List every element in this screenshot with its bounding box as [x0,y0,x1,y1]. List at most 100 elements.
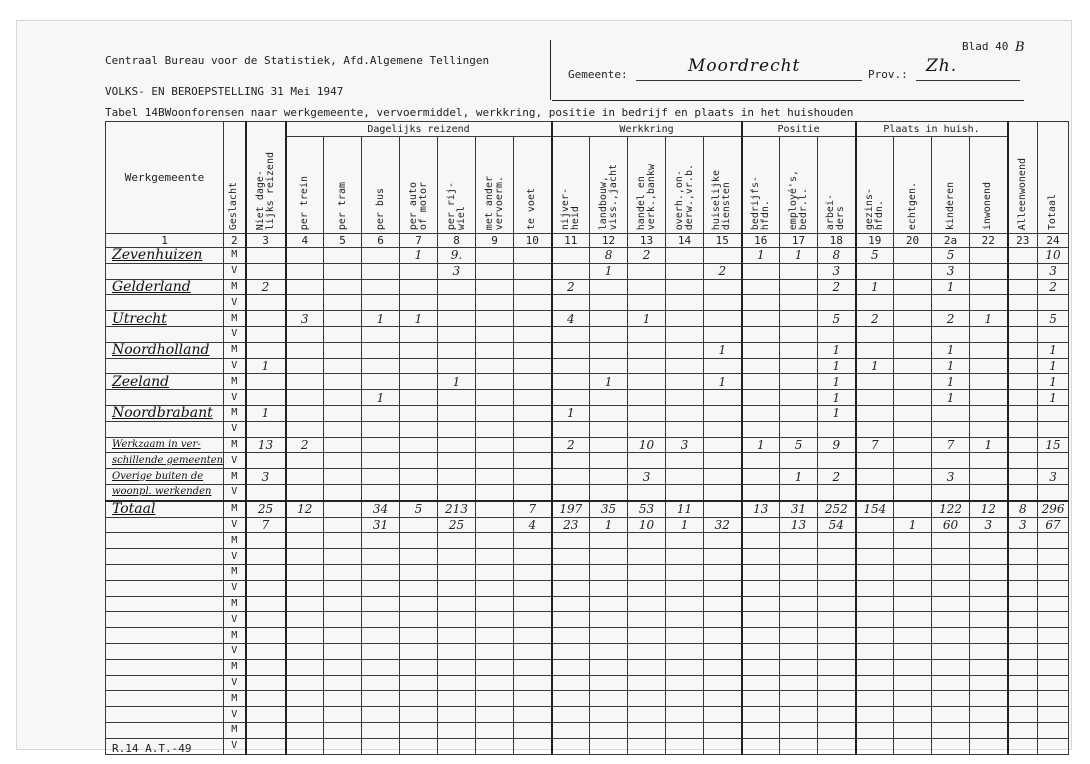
value-cell [817,532,857,550]
value-cell: 2 [817,468,857,485]
value-cell [589,404,629,422]
value-cell [589,611,629,629]
value-cell: 53 [627,499,667,518]
value-cell [475,247,514,264]
value-cell [323,516,362,534]
value-cell [969,341,1009,359]
value-cell [323,532,362,550]
value-cell [323,357,362,375]
value-cell: 2 [931,310,971,327]
value-cell [550,721,591,739]
value-cell [284,611,324,629]
col-tram: per tram [323,136,362,234]
value-cell: 8 [817,247,857,264]
value-cell: 1 [703,341,743,359]
value-cell [969,262,1009,280]
werkgemeente-cell [105,658,224,676]
value-cell: 1 [703,373,743,391]
value-cell [703,721,743,739]
value-cell: 31 [361,516,400,534]
sex-cell: M [223,595,246,613]
value-cell [399,468,438,485]
form-code: R.14 A.T.-49 [112,742,192,755]
table-row: schillende gemeenten V [105,452,1070,470]
werkgemeente-cell [105,325,224,343]
value-cell [323,642,362,660]
value-cell [893,706,933,723]
value-cell [399,563,438,581]
table-row: V [105,674,1070,692]
value-cell: 1 [740,247,781,264]
werkgemeente-cell: Totaal [105,499,224,518]
value-cell: 2 [854,310,895,327]
value-cell [969,548,1009,565]
sex-cell: V [223,357,246,375]
value-cell [475,579,514,597]
value-cell [1006,737,1039,755]
value-cell [1037,579,1070,597]
value-cell [1006,706,1039,723]
value-cell [399,579,438,597]
table-row: Utrecht M 3 1 1 4 1 5 2 2 1 5 [105,310,1070,327]
value-cell [361,452,400,470]
value-cell [475,611,514,629]
value-cell [969,532,1009,550]
value-cell [512,310,553,327]
value-cell [589,658,629,676]
value-cell [1037,658,1070,676]
value-cell [323,262,362,280]
column-number: 13 [627,233,667,248]
value-cell [1006,389,1039,406]
value-cell [893,595,933,613]
value-cell [1037,737,1070,755]
value-cell [512,579,553,597]
table-row: V [105,706,1070,723]
value-cell [284,483,324,502]
value-cell [244,721,286,739]
value-cell [399,341,438,359]
column-number-row: 1 2 3 4 5 6 7 8 9 10 11 12 13 14 15 16 17 18 19 20 2a 22 23 24 [105,233,1070,248]
value-cell [284,563,324,581]
value-cell [893,658,933,676]
value-cell [284,325,324,343]
value-cell [740,627,781,644]
value-cell [475,595,514,613]
value-cell [475,278,514,296]
value-cell [475,737,514,755]
value-cell: 1 [399,247,438,264]
value-cell [512,721,553,739]
value-cell [589,294,629,312]
value-cell: 3 [1006,516,1039,534]
sex-cell: V [223,548,246,565]
value-cell [854,532,895,550]
value-cell: 3 [817,262,857,280]
value-cell [931,595,971,613]
value-cell [665,483,705,502]
value-cell [550,737,591,755]
value-cell [854,706,895,723]
col-alleenwonend: Alleenwonend [1006,121,1039,234]
value-cell [1006,532,1039,550]
value-cell [512,341,553,359]
col-landbouw: landbouw, viss.,jacht [589,136,629,234]
value-cell [1006,468,1039,485]
value-cell [244,548,286,565]
value-cell: 9 [817,436,857,454]
value-cell [703,611,743,629]
value-cell [589,706,629,723]
werkgemeente-cell: Noordholland [105,341,224,359]
value-cell [703,627,743,644]
sex-cell: V [223,579,246,597]
value-cell [284,452,324,470]
value-cell [323,595,362,613]
value-cell: 2 [284,436,324,454]
province-label: Prov.: [868,68,908,81]
value-cell [779,548,819,565]
col-employes: employé's, bedr.l. [779,136,819,234]
value-cell [627,389,667,406]
col-bus: per bus [361,136,400,234]
value-cell [627,294,667,312]
col-auto: per auto of motor [399,136,438,234]
value-cell [893,499,933,518]
value-cell: 25 [437,516,476,534]
